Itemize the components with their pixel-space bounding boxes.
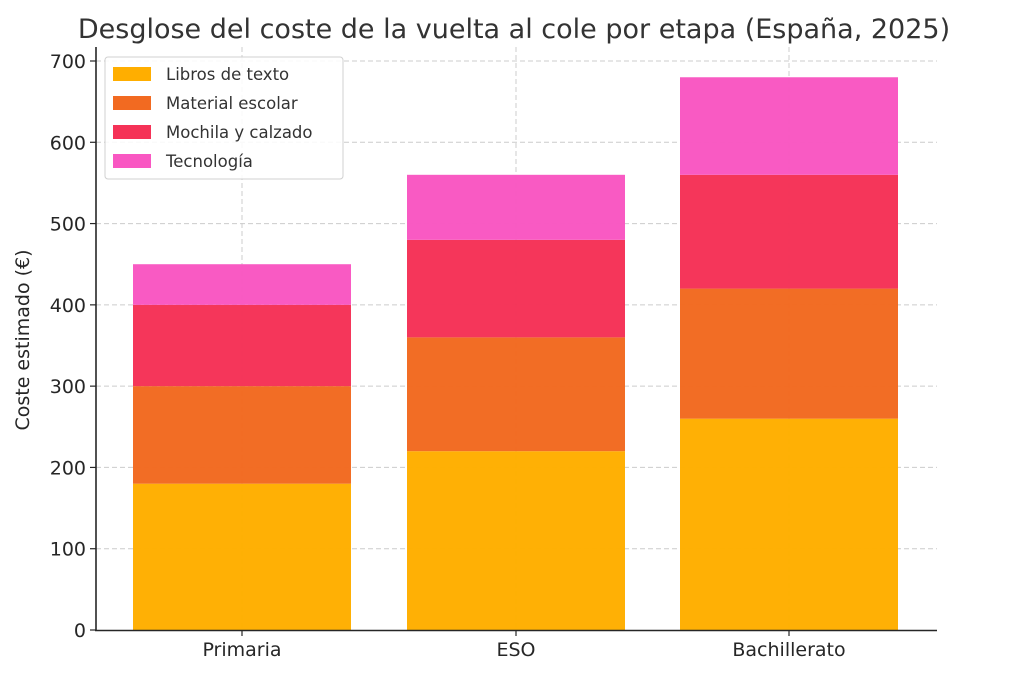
chart-title: Desglose del coste de la vuelta al cole …	[78, 14, 950, 45]
bar-segment-eso-2	[407, 239, 625, 338]
bar-segment-eso-1	[407, 337, 625, 452]
bar-segment-bachillerato-2	[680, 174, 898, 289]
bars	[133, 77, 898, 630]
y-ticks: 0 100 200 300 400 500 600 700	[50, 51, 96, 642]
legend-swatch	[113, 154, 151, 168]
bar-segment-eso-0	[407, 451, 625, 630]
y-axis-label: Coste estimado (€)	[12, 249, 34, 430]
bar-segment-bachillerato-1	[680, 288, 898, 419]
legend-swatch	[113, 96, 151, 110]
legend-swatch	[113, 125, 151, 139]
legend-box	[104, 56, 344, 180]
y-tick-label: 200	[50, 457, 86, 479]
bar-segment-primaria-2	[133, 304, 351, 387]
x-tick-label: Primaria	[202, 639, 281, 661]
legend-label: Material escolar	[166, 94, 298, 113]
x-tick-label: Bachillerato	[732, 639, 845, 661]
bar-segment-bachillerato-3	[680, 77, 898, 175]
bar-segment-primaria-0	[133, 483, 351, 630]
y-tick-label: 500	[50, 214, 86, 236]
bar-segment-bachillerato-0	[680, 418, 898, 630]
y-tick-label: 700	[50, 51, 86, 73]
y-tick-label: 100	[50, 539, 86, 561]
legend-label: Libros de texto	[166, 65, 289, 84]
y-tick-label: 600	[50, 132, 86, 154]
legend-label: Mochila y calzado	[166, 123, 313, 142]
y-tick-label: 300	[50, 376, 86, 398]
bar-segment-eso-3	[407, 174, 625, 240]
legend: Libros de texto Material escolar Mochila y…	[104, 56, 344, 180]
y-tick-label: 400	[50, 295, 86, 317]
x-tick-label: ESO	[496, 639, 535, 661]
bar-segment-primaria-1	[133, 386, 351, 484]
bar-segment-primaria-3	[133, 264, 351, 305]
x-ticks: Primaria ESO Bachillerato	[202, 630, 846, 661]
legend-label: Tecnología	[165, 152, 253, 171]
legend-swatch	[113, 67, 151, 81]
y-tick-label: 0	[74, 620, 86, 642]
